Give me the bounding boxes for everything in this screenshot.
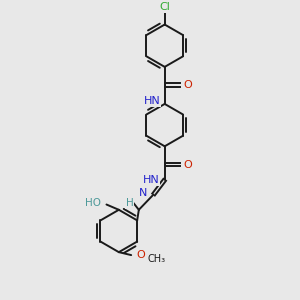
Text: HN: HN <box>143 175 159 185</box>
Text: HN: HN <box>143 96 160 106</box>
Text: O: O <box>136 250 145 260</box>
Text: CH₃: CH₃ <box>148 254 166 265</box>
Text: O: O <box>183 160 192 170</box>
Text: N: N <box>139 188 147 198</box>
Text: H: H <box>125 198 133 208</box>
Text: Cl: Cl <box>159 2 170 12</box>
Text: O: O <box>183 80 192 90</box>
Text: HO: HO <box>85 198 101 208</box>
